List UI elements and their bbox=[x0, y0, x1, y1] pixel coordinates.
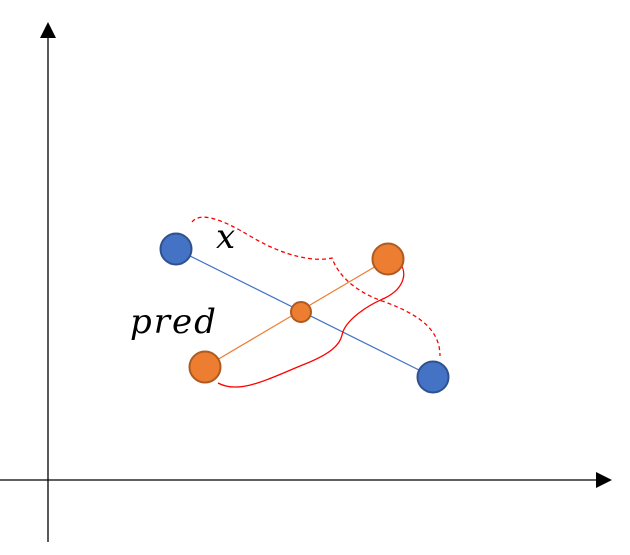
blue-point-top-left bbox=[159, 232, 193, 266]
axes bbox=[0, 22, 612, 542]
x-dashed-brace bbox=[191, 216, 441, 357]
orange-point-top-right bbox=[371, 242, 405, 276]
x-axis-arrow-icon bbox=[596, 472, 612, 488]
pred-label: pred bbox=[130, 302, 218, 342]
x-label: x bbox=[216, 217, 235, 257]
pred-solid-brace bbox=[217, 257, 405, 388]
orange-point-center bbox=[290, 301, 312, 323]
orange-point-bottom-left bbox=[188, 350, 222, 384]
y-axis-arrow-icon bbox=[40, 22, 56, 38]
points bbox=[159, 232, 450, 394]
blue-point-bottom-right bbox=[416, 360, 450, 394]
